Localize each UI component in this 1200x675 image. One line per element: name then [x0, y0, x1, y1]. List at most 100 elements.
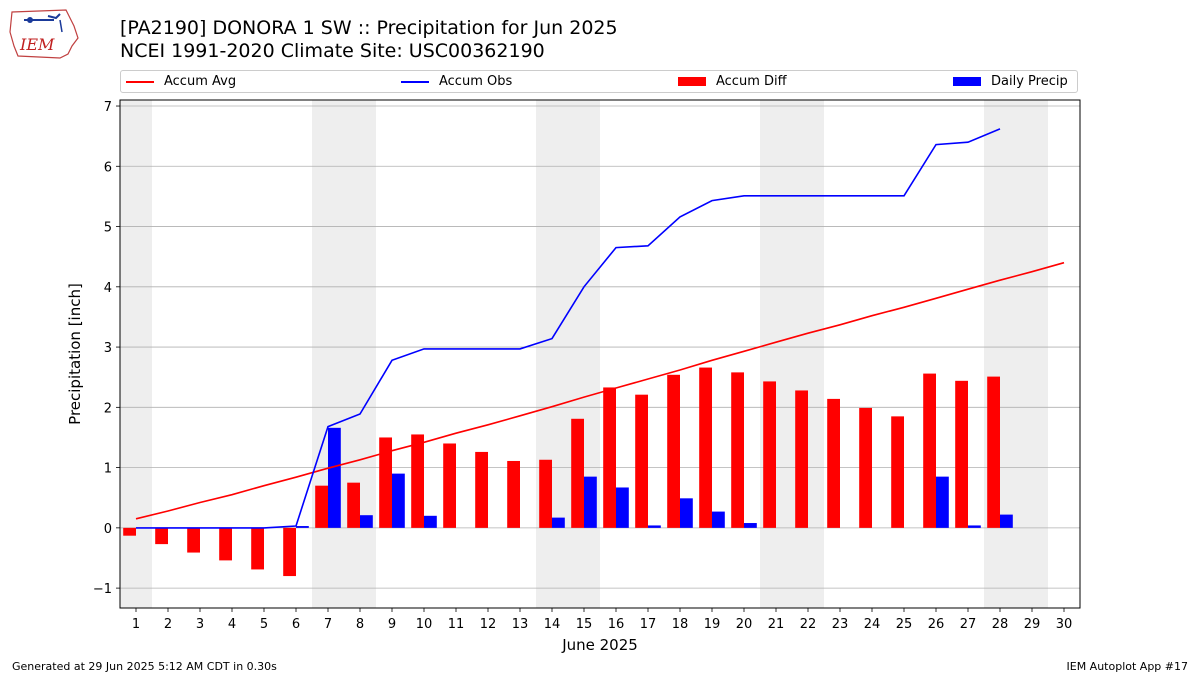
legend-label: Daily Precip	[991, 74, 1068, 89]
x-tick-label: 18	[672, 617, 689, 632]
daily-precip-bar	[648, 525, 661, 528]
x-tick-label: 5	[260, 617, 268, 632]
logo-text: IEM	[19, 35, 55, 54]
legend-swatch	[126, 80, 154, 83]
accum-diff-bar	[571, 418, 584, 528]
daily-precip-bar	[744, 523, 757, 528]
legend-label: Accum Obs	[439, 74, 513, 89]
accum-diff-bar	[123, 527, 136, 536]
x-tick-label: 1	[132, 617, 140, 632]
accum-diff-bar	[347, 482, 360, 528]
daily-precip-bar	[1000, 514, 1013, 528]
accum-diff-bar	[539, 459, 552, 528]
accum-diff-bar	[603, 387, 616, 528]
y-tick-label: 0	[104, 522, 112, 537]
x-tick-label: 16	[608, 617, 625, 632]
y-axis-label: Precipitation [inch]	[66, 283, 84, 425]
legend-swatch	[953, 77, 981, 86]
accum-diff-bar	[187, 527, 200, 553]
weekend-shade	[568, 100, 600, 608]
x-tick-label: 24	[864, 617, 881, 632]
generated-footnote: Generated at 29 Jun 2025 5:12 AM CDT in …	[12, 660, 277, 673]
x-tick-label: 15	[576, 617, 593, 632]
accum-diff-bar	[507, 460, 520, 528]
legend-label: Accum Diff	[716, 74, 787, 89]
accum-diff-bar	[923, 373, 936, 528]
daily-precip-bar	[296, 526, 309, 528]
legend-label: Accum Avg	[164, 74, 237, 89]
accum-diff-bar	[763, 381, 776, 528]
weekend-shade	[984, 100, 1016, 608]
accum-diff-bar	[475, 451, 488, 528]
x-tick-label: 6	[292, 617, 300, 632]
x-tick-label: 2	[164, 617, 172, 632]
accum-diff-bar	[859, 407, 872, 528]
x-tick-label: 30	[1056, 617, 1073, 632]
legend-swatch	[678, 77, 706, 86]
weekend-shade	[1016, 100, 1048, 608]
x-tick-label: 22	[800, 617, 817, 632]
legend-item-accum-diff: Accum Diff	[678, 74, 787, 90]
x-tick-label: 12	[480, 617, 497, 632]
y-tick-label: 6	[104, 160, 112, 175]
accum-diff-bar	[955, 380, 968, 528]
x-tick-label: 14	[544, 617, 561, 632]
x-tick-label: 29	[1024, 617, 1041, 632]
accum-diff-bar	[827, 398, 840, 528]
daily-precip-bar	[680, 498, 693, 528]
y-tick-label: 2	[104, 401, 112, 416]
accum-diff-bar	[219, 527, 232, 561]
legend-swatch	[401, 80, 429, 83]
weekend-shade	[760, 100, 792, 608]
chart-subtitle: NCEI 1991-2020 Climate Site: USC00362190	[120, 40, 545, 62]
accum-diff-bar	[667, 374, 680, 528]
chart-legend: Accum Avg Accum Obs Accum Diff Daily Precip	[120, 70, 1078, 93]
daily-precip-bar	[360, 515, 373, 528]
x-tick-label: 20	[736, 617, 753, 632]
accum-diff-bar	[443, 443, 456, 528]
weekend-shade	[536, 100, 568, 608]
accum-diff-bar	[379, 437, 392, 528]
accum-diff-bar	[891, 416, 904, 528]
chart-title: [PA2190] DONORA 1 SW :: Precipitation fo…	[120, 17, 618, 39]
x-tick-label: 21	[768, 617, 785, 632]
accum-diff-bar	[731, 372, 744, 528]
x-tick-label: 3	[196, 617, 204, 632]
daily-precip-bar	[712, 511, 725, 528]
legend-item-accum-obs: Accum Obs	[401, 74, 512, 90]
y-tick-label: 4	[104, 281, 112, 296]
accum-diff-bar	[699, 367, 712, 528]
y-tick-label: 5	[104, 221, 112, 236]
accum-diff-bar	[283, 527, 296, 577]
x-tick-label: 13	[512, 617, 529, 632]
daily-precip-bar	[968, 525, 981, 528]
accum-obs-line	[136, 128, 1001, 529]
x-axis-label: June 2025	[561, 636, 638, 654]
y-tick-label: 1	[104, 462, 112, 477]
plot-frame	[119, 99, 1081, 609]
x-tick-label: 4	[228, 617, 236, 632]
daily-precip-bar	[584, 476, 597, 528]
y-tick-label: −1	[93, 582, 112, 597]
accum-avg-line	[135, 261, 1065, 520]
weekend-shade	[344, 100, 376, 608]
app-footnote: IEM Autoplot App #17	[1066, 660, 1189, 673]
accum-diff-bar	[315, 485, 328, 528]
legend-item-daily-precip: Daily Precip	[953, 74, 1068, 90]
x-tick-label: 28	[992, 617, 1009, 632]
daily-precip-bar	[936, 476, 949, 528]
x-tick-label: 17	[640, 617, 657, 632]
x-tick-label: 26	[928, 617, 945, 632]
legend-item-accum-avg: Accum Avg	[126, 74, 236, 90]
y-tick-label: 7	[104, 100, 112, 115]
x-tick-label: 9	[388, 617, 396, 632]
weekend-shade	[312, 100, 344, 608]
x-tick-label: 7	[324, 617, 332, 632]
x-tick-label: 25	[896, 617, 913, 632]
accum-diff-bar	[411, 434, 424, 528]
accum-diff-bar	[251, 527, 264, 570]
iem-logo: IEM	[9, 9, 79, 59]
daily-precip-bar	[424, 515, 437, 528]
weekend-shade	[120, 100, 152, 608]
